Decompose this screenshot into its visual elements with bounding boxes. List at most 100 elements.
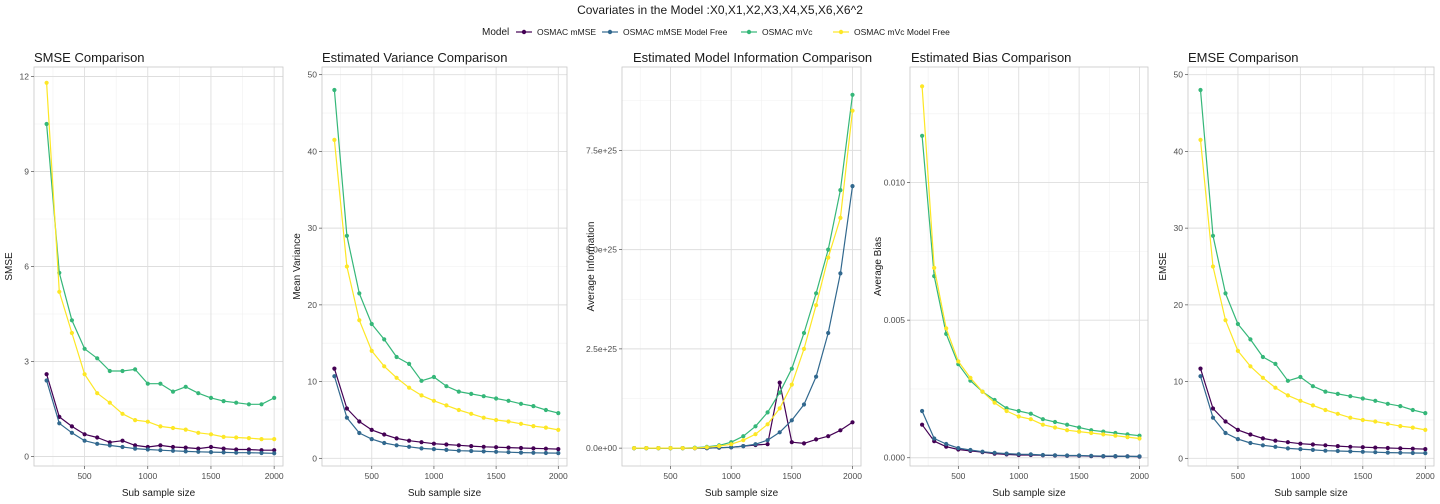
data-point	[221, 446, 226, 451]
data-point	[357, 430, 362, 436]
series-osmac-mvc	[332, 87, 561, 416]
data-point	[814, 303, 819, 308]
data-point	[932, 265, 937, 270]
data-point	[183, 445, 188, 450]
x-tick-label: 1000	[1291, 471, 1310, 481]
data-point	[120, 411, 125, 416]
data-point	[221, 450, 226, 455]
grid	[910, 67, 1148, 466]
data-point	[777, 406, 782, 411]
data-point	[518, 445, 524, 451]
series-osmac-mvc	[920, 133, 1142, 438]
grid	[622, 67, 861, 466]
data-point	[69, 330, 74, 336]
data-point	[82, 432, 87, 437]
data-point	[1052, 453, 1058, 458]
data-point	[120, 368, 125, 374]
data-point	[431, 374, 436, 380]
data-point	[357, 419, 362, 424]
data-point	[1398, 424, 1403, 429]
panel-border	[321, 66, 568, 467]
data-point	[826, 330, 831, 336]
data-point	[1360, 417, 1365, 423]
data-point	[556, 411, 561, 416]
y-axis-label: SMSE	[4, 252, 15, 281]
y-tick-label: 5.0e+25	[586, 245, 617, 255]
data-point	[1335, 411, 1340, 416]
data-point	[82, 346, 87, 351]
data-point	[556, 427, 561, 432]
data-point	[107, 400, 112, 405]
series-osmac-mvc	[1198, 87, 1428, 416]
data-point	[1285, 440, 1290, 445]
data-point	[1323, 389, 1328, 394]
data-point	[107, 368, 112, 374]
data-point	[814, 374, 819, 379]
data-point	[518, 401, 524, 406]
data-point	[1137, 436, 1142, 441]
data-point	[183, 449, 188, 454]
data-point	[1052, 425, 1058, 430]
data-point	[1077, 425, 1082, 430]
data-point	[1373, 445, 1378, 450]
data-point	[1273, 361, 1278, 366]
series-osmac-mvc	[44, 121, 277, 407]
data-point	[69, 430, 74, 435]
data-point	[234, 447, 239, 452]
data-point	[1235, 437, 1240, 442]
data-point	[332, 87, 337, 93]
y-tick-label: 0.005	[884, 315, 906, 325]
x-tick-label: 500	[951, 471, 965, 481]
data-point	[1065, 453, 1070, 458]
data-point	[357, 291, 362, 296]
series-osmac-mmse-model-free	[920, 408, 1142, 459]
data-point	[444, 442, 449, 447]
data-point	[1040, 452, 1045, 458]
data-point	[469, 391, 474, 396]
data-point	[777, 380, 782, 385]
data-point	[481, 449, 486, 454]
y-axis-label: Mean Variance	[292, 233, 303, 300]
x-tick-label: 1500	[1353, 471, 1372, 481]
data-point	[196, 449, 201, 454]
data-point	[704, 445, 710, 450]
data-point	[980, 389, 985, 394]
data-point	[57, 289, 62, 294]
data-point	[1373, 419, 1378, 424]
data-point	[680, 446, 685, 451]
data-point	[1410, 446, 1415, 451]
data-point	[1260, 375, 1265, 380]
data-point	[1125, 435, 1130, 440]
data-point	[1004, 451, 1009, 456]
x-axis-label: Sub sample size	[1274, 488, 1348, 499]
data-point	[850, 420, 855, 425]
data-point	[789, 418, 794, 423]
data-point	[1385, 401, 1390, 406]
panel-title: EMSE Comparison	[1188, 50, 1299, 65]
data-point	[1210, 415, 1216, 420]
data-point	[992, 400, 997, 405]
data-point	[1298, 441, 1303, 446]
data-point	[1273, 385, 1278, 390]
data-point	[1385, 421, 1390, 426]
data-point	[1223, 419, 1228, 424]
data-point	[1052, 419, 1058, 425]
data-point	[431, 398, 436, 403]
data-point	[777, 390, 782, 395]
data-point	[506, 398, 511, 403]
y-tick-label: 40	[1174, 146, 1184, 156]
panel-border	[621, 66, 862, 467]
data-point	[1235, 427, 1240, 432]
data-point	[1089, 430, 1094, 436]
data-point	[82, 372, 87, 377]
data-point	[208, 450, 214, 455]
panel-title: Estimated Model Information Comparison	[633, 50, 872, 65]
data-point	[494, 417, 499, 423]
data-point	[944, 441, 949, 447]
data-point	[656, 446, 661, 451]
data-point	[170, 389, 176, 394]
data-point	[82, 438, 87, 443]
data-point	[920, 133, 925, 138]
data-point	[1210, 406, 1216, 411]
